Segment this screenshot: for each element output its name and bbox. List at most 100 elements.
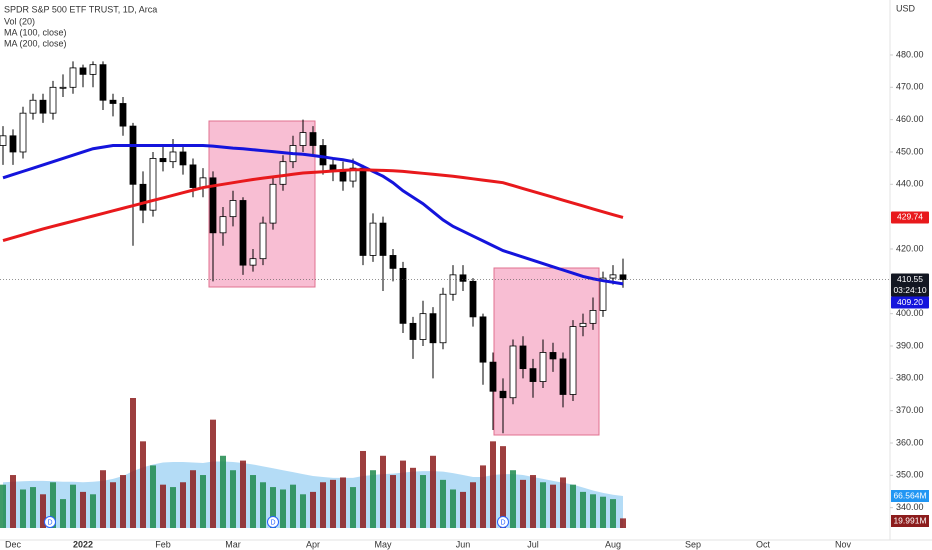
candle-body [299,132,307,146]
y-tick-label: 360.00 [896,437,924,447]
plot: 480.00 470.00 460.00 450.00 440.00 420.00 400.… [0,49,929,549]
candle-body [519,345,527,370]
volume-bar [370,470,376,528]
y-tick-label: 350.00 [896,470,924,480]
candle-body [179,151,187,166]
volume-bar [420,475,426,528]
countdown-label: 03:24:10 [893,285,926,295]
candle-body [479,316,487,363]
dividend-label: D [47,519,52,526]
candle-body [409,322,417,340]
volume-bar [610,499,616,528]
volume-label-bg [891,515,929,527]
dividend-marker: D [267,516,279,528]
dividend-label: D [500,519,505,526]
volume-bar [100,470,106,528]
candle-body [449,274,457,295]
y-tick-label: 460.00 [896,114,924,124]
ma-value-label: 409.20 [897,297,923,307]
volume-bar [390,475,396,528]
candle-body [129,125,137,185]
volume-bar [140,441,146,528]
dividend-label: D [270,519,275,526]
candle-body [439,293,447,344]
y-tick-label: 390.00 [896,340,924,350]
volume-bar [480,465,486,528]
candle-body [389,255,397,269]
volume-bar [590,494,596,528]
volume-bar [130,398,136,528]
ma-value-label-bg [891,211,929,224]
volume-bar [280,489,286,528]
volume-bar [450,489,456,528]
volume-bar [0,484,6,528]
candle-body [259,222,267,260]
volume-label: 19.991M [893,515,926,525]
volume-ma-label-bg [891,490,929,502]
x-tick-label: Aug [605,539,621,549]
candle-body [109,99,117,104]
candle-body [59,86,67,89]
candle-body [219,216,227,234]
volume-bar [580,491,586,528]
volume-bar [570,484,576,528]
candle-body [119,103,127,127]
volume-bar [440,479,446,528]
candle-body [9,135,17,153]
candle-body [19,112,27,153]
candle-body [29,99,37,114]
candle-body [569,326,577,395]
volume-bar [530,475,536,528]
dividend-icon [44,516,56,528]
y-tick-label: 420.00 [896,243,924,253]
currency-label: USD [896,3,916,13]
volume-bar [350,487,356,528]
candle-body [579,322,587,327]
volume-bar [600,496,606,528]
legend-entry: MA (200, close) [4,38,67,48]
volume-bar [20,489,26,528]
candle-body [419,313,427,340]
volume-bar [90,494,96,528]
y-tick-label: 400.00 [896,308,924,318]
volume-bar [250,475,256,528]
candle-body [139,183,147,211]
volume-bar [270,487,276,528]
volume-bar [150,465,156,528]
volume-bar [520,479,526,528]
volume-bar [430,455,436,528]
volume-bar [210,419,216,528]
candle-body [79,67,87,75]
ma-value-label-bg [891,296,929,309]
volume-bar [230,470,236,528]
volume-bar [540,482,546,528]
candle-body [379,222,387,256]
candle-body [369,222,377,256]
last-price-label-bg [891,273,929,286]
volume-bar [510,470,516,528]
legend-entry: Vol (20) [4,16,35,26]
volume-bar [180,482,186,528]
candle-body [229,200,237,218]
candle-body [239,200,247,266]
candle-body [469,280,477,318]
volume-bar [40,494,46,528]
candle-body [589,310,597,324]
volume-bar [160,484,166,528]
volume-bar [70,484,76,528]
ma-value-label: 429.74 [897,212,923,222]
volume-bar [60,499,66,528]
volume-bar [50,482,56,528]
volume-bar [330,479,336,528]
x-tick-label: Jun [456,539,471,549]
volume-ma-label: 66.564M [893,490,926,500]
x-tick-label: Dec [5,539,22,549]
candle-body [559,358,567,395]
countdown-bg [891,284,929,297]
y-tick-label: 440.00 [896,179,924,189]
candle-body [0,135,7,146]
ma-line [2,168,624,243]
dividend-marker: D [44,516,56,528]
candle-body [169,151,177,163]
